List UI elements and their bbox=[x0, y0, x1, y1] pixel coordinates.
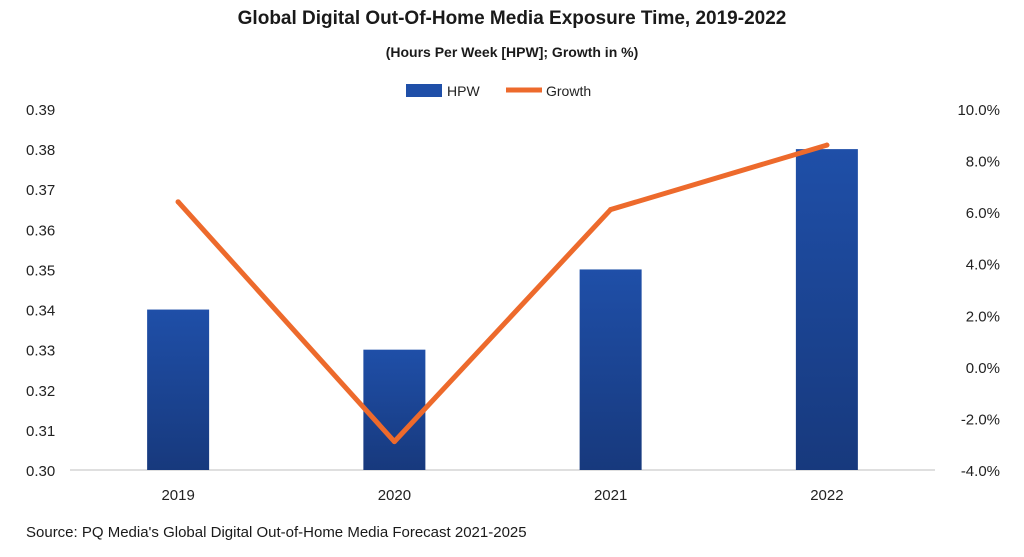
bar-series-hpw bbox=[147, 149, 858, 470]
left-axis: 0.30 0.31 0.32 0.33 0.34 0.35 0.36 0.37 0.38 0.39 bbox=[26, 102, 55, 480]
bar-2019 bbox=[147, 309, 210, 470]
left-axis-tick-label: 0.38 bbox=[26, 142, 55, 159]
right-axis-tick-label: 0.0% bbox=[966, 360, 1000, 377]
chart-title: Global Digital Out-Of-Home Media Exposur… bbox=[237, 8, 787, 29]
bar-2020 bbox=[363, 349, 426, 470]
x-axis-label: 2019 bbox=[161, 487, 194, 504]
left-axis-tick-label: 0.30 bbox=[26, 463, 55, 480]
x-axis-label: 2020 bbox=[378, 487, 411, 504]
right-axis-tick-label: 2.0% bbox=[966, 308, 1000, 325]
bar-2021 bbox=[579, 269, 642, 470]
left-axis-tick-label: 0.37 bbox=[26, 182, 55, 199]
right-axis: -4.0% -2.0% 0.0% 2.0% 4.0% 6.0% 8.0% 10.0% bbox=[957, 102, 1000, 480]
growth-point-2019 bbox=[175, 199, 181, 205]
legend-swatch-hpw bbox=[406, 84, 442, 97]
source-note: Source: PQ Media's Global Digital Out-of… bbox=[26, 524, 527, 541]
legend-label-growth: Growth bbox=[546, 83, 591, 99]
right-axis-tick-label: 6.0% bbox=[966, 205, 1000, 222]
left-axis-tick-label: 0.31 bbox=[26, 423, 55, 440]
left-axis-tick-label: 0.35 bbox=[26, 262, 55, 279]
left-axis-tick-label: 0.33 bbox=[26, 343, 55, 360]
x-axis-labels: 2019 2020 2021 2022 bbox=[161, 487, 843, 504]
x-axis-label: 2022 bbox=[810, 487, 843, 504]
growth-point-2020 bbox=[391, 439, 397, 445]
left-axis-tick-label: 0.39 bbox=[26, 102, 55, 119]
left-axis-tick-label: 0.32 bbox=[26, 383, 55, 400]
line-series-growth bbox=[175, 142, 830, 445]
right-axis-tick-label: 4.0% bbox=[966, 257, 1000, 274]
right-axis-tick-label: 10.0% bbox=[957, 102, 1000, 119]
legend-label-hpw: HPW bbox=[447, 83, 480, 99]
left-axis-tick-label: 0.36 bbox=[26, 222, 55, 239]
right-axis-tick-label: -2.0% bbox=[961, 411, 1000, 428]
right-axis-tick-label: -4.0% bbox=[961, 463, 1000, 480]
growth-point-2021 bbox=[608, 207, 614, 213]
growth-line bbox=[175, 142, 830, 445]
bar-2022 bbox=[795, 149, 858, 470]
growth-point-2022 bbox=[824, 142, 830, 148]
legend: HPW Growth bbox=[406, 83, 591, 99]
left-axis-tick-label: 0.34 bbox=[26, 303, 55, 320]
right-axis-tick-label: 8.0% bbox=[966, 154, 1000, 171]
x-axis-label: 2021 bbox=[594, 487, 627, 504]
chart-subtitle: (Hours Per Week [HPW]; Growth in %) bbox=[385, 44, 639, 60]
